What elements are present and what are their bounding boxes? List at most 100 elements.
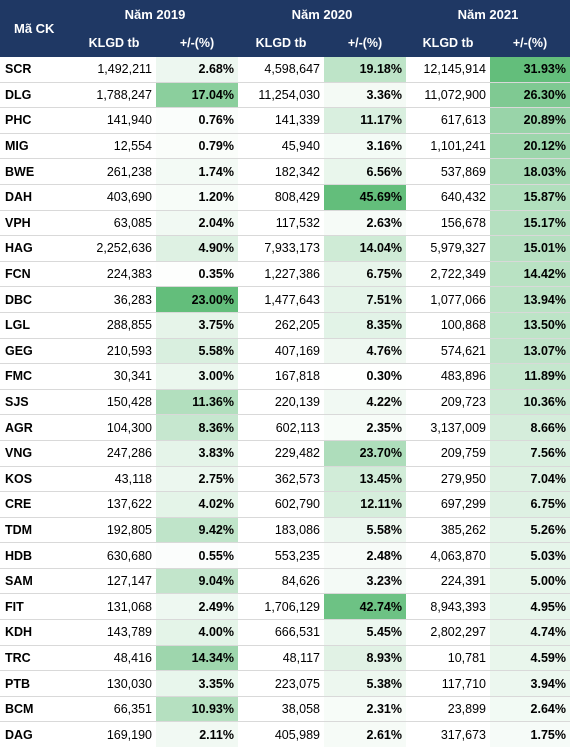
change-2019-cell: 10.93%: [156, 696, 238, 723]
change-2021-cell: 2.64%: [490, 696, 570, 723]
ticker-cell: MIG: [0, 133, 72, 160]
table-row: HAG 2,252,636 4.90% 7,933,173 14.04% 5,979,32…: [0, 235, 570, 262]
table-row: AGR 104,300 8.36% 602,113 2.35% 3,137,009 8.66…: [0, 414, 570, 441]
volume-2019-cell: 169,190: [106, 727, 152, 742]
volume-2020-cell: 84,626: [238, 568, 324, 595]
ticker-cell: AGR: [0, 414, 72, 441]
change-2020-cell: 5.45%: [324, 619, 406, 646]
volume-2021-cell: 617,613: [406, 107, 490, 134]
change-2019-cell: 3.35%: [156, 670, 238, 697]
change-2020-cell: 3.16%: [324, 133, 406, 160]
volume-2020-cell: 48,117: [238, 645, 324, 672]
change-2019-cell: 0.76%: [156, 107, 238, 134]
ticker-cell: HDB: [0, 542, 72, 569]
table-row: SAM 127,147 9.04% 84,626 3.23% 224,391 5.00%: [0, 568, 570, 595]
volume-2019-cell: 247,286: [72, 440, 156, 467]
change-2019-cell: 3.00%: [156, 363, 238, 390]
change-2020-cell: 19.18%: [324, 57, 406, 83]
ticker-cell: PTB: [0, 670, 72, 697]
change-2020-cell: 2.31%: [324, 696, 406, 723]
volume-2021-cell: 224,391: [406, 568, 490, 595]
ticker-cell: DAG: [5, 727, 33, 742]
ticker-cell: FIT: [0, 593, 72, 621]
volume-2021-cell: 317,673: [440, 727, 486, 742]
change-2020-cell: 4.22%: [324, 389, 406, 416]
volume-2020-cell: 1,706,129: [238, 593, 324, 621]
vol-header-2021: KLGD tb: [406, 28, 490, 57]
ticker-cell: KOS: [0, 466, 72, 493]
volume-2020-cell: 182,342: [238, 158, 324, 185]
change-2021-cell: 5.03%: [490, 542, 570, 569]
pct-header-2019: +/-(%): [156, 28, 238, 57]
table-row: LGL 288,855 3.75% 262,205 8.35% 100,868 13.50%: [0, 312, 570, 339]
change-2019-cell: 2.75%: [156, 466, 238, 493]
change-2019-cell: 0.55%: [156, 542, 238, 569]
change-2021-cell: 10.36%: [490, 389, 570, 416]
volume-2020-cell: 223,075: [238, 670, 324, 697]
ticker-cell: BWE: [0, 158, 72, 185]
change-2021-cell: 13.50%: [490, 312, 570, 339]
change-2019-cell: 2.11%: [156, 721, 238, 747]
volume-2019-cell: 36,283: [72, 286, 156, 313]
volume-2019-cell: 2,252,636: [72, 235, 156, 262]
change-2019-cell: 9.42%: [156, 517, 238, 544]
change-2021-cell: 26.30%: [490, 82, 570, 109]
volume-2019-cell: 143,789: [72, 619, 156, 646]
change-2020-cell: 0.30%: [324, 363, 406, 390]
table-row: SCR 1,492,211 2.68% 4,598,647 19.18% 12,145,9…: [0, 57, 570, 83]
year-header-2020: Năm 2020: [238, 0, 406, 28]
change-2021-cell: 7.04%: [490, 466, 570, 493]
table-row: TRC 48,416 14.34% 48,117 8.93% 10,781 4.59%: [0, 645, 570, 672]
volume-2019-cell: 127,147: [72, 568, 156, 595]
table-row: DLG 1,788,247 17.04% 11,254,030 3.36% 11,072,…: [0, 82, 570, 109]
volume-2020-cell: 1,227,386: [238, 261, 324, 288]
table-row: DAH 403,690 1.20% 808,429 45.69% 640,432 15.87…: [0, 184, 570, 211]
volume-2020-cell: 220,139: [238, 389, 324, 416]
volume-2019-cell: 261,238: [72, 158, 156, 185]
change-2019-cell: 14.34%: [156, 645, 238, 672]
change-2021-cell: 15.01%: [490, 235, 570, 262]
change-2020-cell: 23.70%: [324, 440, 406, 467]
volume-2019-cell: 210,593: [72, 338, 156, 365]
volume-2019-cell: 66,351: [72, 696, 156, 723]
table-header: Mã CK Năm 2019 Năm 2020 Năm 2021 KLGD tb…: [0, 0, 570, 57]
volume-2021-cell: 537,869: [406, 158, 490, 185]
change-2019-cell: 1.20%: [156, 184, 238, 211]
table-row: MIG 12,554 0.79% 45,940 3.16% 1,101,241 20.12%: [0, 133, 570, 160]
volume-2020-cell: 808,429: [238, 184, 324, 211]
change-2019-cell: 2.04%: [156, 210, 238, 237]
ticker-header: Mã CK: [0, 0, 72, 57]
change-2021-cell: 5.26%: [490, 517, 570, 544]
volume-2020-cell: 229,482: [238, 440, 324, 467]
change-2019-cell: 2.49%: [156, 593, 238, 621]
volume-2019-cell: 630,680: [72, 542, 156, 569]
change-2021-cell: 31.93%: [490, 57, 570, 83]
pct-header-2021: +/-(%): [490, 28, 570, 57]
volume-2021-cell: 209,723: [406, 389, 490, 416]
table-row: FCN 224,383 0.35% 1,227,386 6.75% 2,722,349 14…: [0, 261, 570, 288]
volume-2020-cell: 183,086: [238, 517, 324, 544]
volume-2020-cell: 407,169: [238, 338, 324, 365]
change-2020-cell: 42.74%: [324, 593, 406, 621]
change-2020-cell: 5.58%: [324, 517, 406, 544]
volume-2020-cell: 117,532: [238, 210, 324, 237]
change-2019-cell: 4.90%: [156, 235, 238, 262]
volume-2021-cell: 1,101,241: [406, 133, 490, 160]
volume-2019-cell: 1,492,211: [72, 57, 156, 83]
volume-2021-cell: 23,899: [406, 696, 490, 723]
change-2021-cell: 20.12%: [490, 133, 570, 160]
change-2021-cell: 13.07%: [490, 338, 570, 365]
change-2019-cell: 3.75%: [156, 312, 238, 339]
volume-2021-cell: 5,979,327: [406, 235, 490, 262]
volume-2019-cell: 403,690: [72, 184, 156, 211]
volume-2020-cell: 405,989: [274, 727, 320, 742]
ticker-cell: DAH: [0, 184, 72, 211]
volume-2019-cell: 137,622: [72, 491, 156, 518]
change-2020-cell: 2.63%: [324, 210, 406, 237]
volume-2019-cell: 150,428: [72, 389, 156, 416]
ticker-cell: SAM: [0, 568, 72, 595]
table-row: CRE 137,622 4.02% 602,790 12.11% 697,299 6.75%: [0, 491, 570, 518]
table-row: BWE 261,238 1.74% 182,342 6.56% 537,869 18.03%: [0, 158, 570, 185]
ticker-cell: PHC: [0, 107, 72, 134]
